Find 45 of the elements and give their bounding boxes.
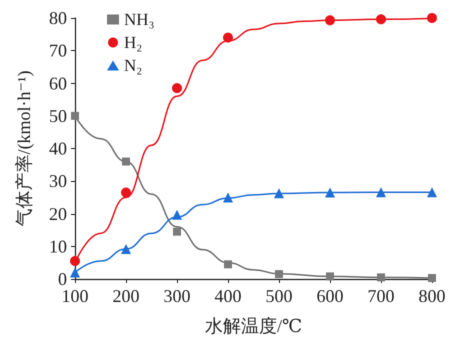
x-tick-label: 100 <box>62 286 88 306</box>
point <box>376 14 386 24</box>
x-tick-label: 800 <box>418 286 446 306</box>
legend-label: H₂ <box>124 33 142 52</box>
x-axis-title: 水解温度/℃ <box>204 316 302 336</box>
point <box>427 13 437 23</box>
x-tick-label: 300 <box>164 286 190 306</box>
y-tick-label: 0 <box>58 269 67 289</box>
point <box>427 187 437 198</box>
point <box>326 272 334 280</box>
y-axis-title: 气体产率/(kmol·h⁻¹) <box>14 70 34 226</box>
point <box>121 244 131 254</box>
point <box>223 32 233 43</box>
point <box>71 112 79 120</box>
y-tick-label: 20 <box>49 204 67 224</box>
point <box>325 188 335 198</box>
point <box>70 267 80 278</box>
y-tick-label: 60 <box>49 73 67 94</box>
point <box>275 270 283 278</box>
y-tick-label: 40 <box>49 138 67 158</box>
point <box>121 188 131 198</box>
y-tick-label: 50 <box>49 106 67 126</box>
y-tick-label: 10 <box>49 236 67 256</box>
legend-label: NH₃ <box>124 10 155 29</box>
y-tick-label: 30 <box>49 171 67 192</box>
x-tick-label: 500 <box>266 286 292 306</box>
point <box>377 273 385 282</box>
point <box>376 187 386 198</box>
point <box>274 188 284 198</box>
x-tick-label: 200 <box>112 286 140 306</box>
point <box>172 83 182 94</box>
point <box>172 210 182 220</box>
point <box>224 260 232 268</box>
y-tick-label: 80 <box>49 8 67 28</box>
y-tick-label: 70 <box>49 40 67 61</box>
legend-label: N₂ <box>124 56 142 75</box>
x-tick-label: 600 <box>316 286 344 306</box>
x-tick-label: 400 <box>214 286 242 306</box>
x-tick-label: 700 <box>368 286 394 306</box>
point <box>173 228 181 236</box>
point <box>223 192 233 202</box>
point <box>428 274 436 282</box>
point <box>325 15 335 26</box>
point <box>122 158 130 166</box>
point <box>70 256 80 266</box>
